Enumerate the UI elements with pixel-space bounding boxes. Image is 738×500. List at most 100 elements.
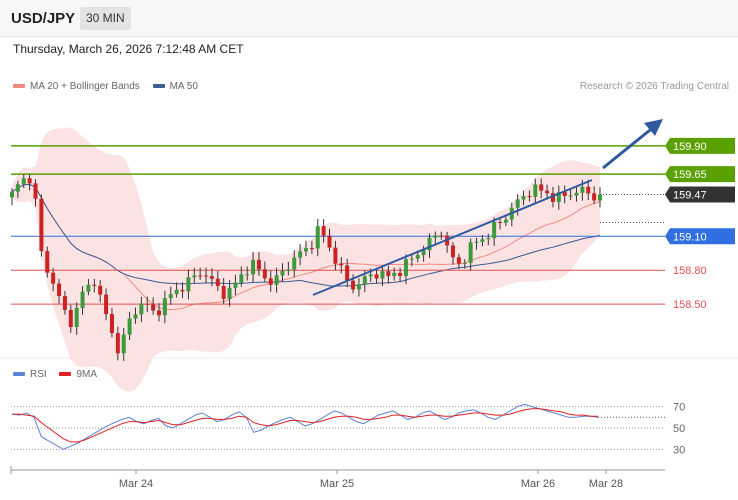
rsi-tick-label: 30 xyxy=(673,444,685,456)
candle xyxy=(115,326,120,361)
legend-rsi-label: RSI xyxy=(30,369,47,380)
candle xyxy=(398,267,403,282)
chart-header: USD/JPY 30 MIN xyxy=(0,0,738,37)
candle-body xyxy=(386,271,391,277)
candle-body xyxy=(68,310,73,328)
candle xyxy=(151,297,156,315)
candle xyxy=(451,241,455,265)
legend-rsi-ma-swatch xyxy=(59,372,72,377)
level-label: 158.80 xyxy=(673,265,707,277)
candle-body xyxy=(550,193,555,202)
price-legend: MA 20 + Bollinger Bands MA 50 xyxy=(13,81,208,92)
projection-arrow-shaft xyxy=(602,128,651,170)
candle-body xyxy=(45,251,50,273)
uptrend-line xyxy=(312,179,593,296)
candle-body xyxy=(409,258,414,260)
candle-body xyxy=(256,259,261,270)
candle xyxy=(433,231,438,244)
candle-body xyxy=(556,191,561,202)
candle xyxy=(133,307,138,324)
level-label: 159.65 xyxy=(673,169,707,181)
candle xyxy=(92,278,97,293)
candle-body xyxy=(492,221,497,239)
candle xyxy=(51,267,56,292)
candle xyxy=(533,178,538,205)
candle-body xyxy=(209,276,214,279)
candle xyxy=(321,219,326,243)
candle xyxy=(427,233,432,258)
candle-body xyxy=(215,278,220,286)
candle xyxy=(209,268,214,287)
legend-rsi-swatch xyxy=(13,372,25,377)
candle-body xyxy=(280,270,285,276)
x-axis-label: Mar 28 xyxy=(589,478,623,490)
level-badge xyxy=(665,186,735,203)
candle-body xyxy=(374,274,379,279)
candle-body xyxy=(521,196,526,200)
candle-body xyxy=(62,296,67,311)
candle xyxy=(98,279,103,303)
candle xyxy=(327,228,332,252)
bollinger-band xyxy=(12,127,600,392)
candle xyxy=(45,246,50,278)
rsi-line xyxy=(11,403,599,450)
candle-body xyxy=(539,184,544,191)
candle xyxy=(15,180,20,199)
candle-body xyxy=(392,272,397,277)
candle xyxy=(256,252,261,276)
candle xyxy=(339,257,344,274)
candle-body xyxy=(33,183,38,199)
candle-body xyxy=(27,178,32,184)
candle xyxy=(409,253,414,267)
candle-body xyxy=(592,193,597,201)
level-pivot-3: 159.10 xyxy=(11,228,735,245)
candle-body xyxy=(333,247,338,264)
candle-body xyxy=(39,198,44,252)
candle-body xyxy=(10,191,14,198)
candle-body xyxy=(233,282,238,288)
legend-ma50: MA 50 xyxy=(152,81,198,92)
candle xyxy=(286,261,291,276)
level-badge xyxy=(665,228,735,245)
candle-body xyxy=(98,285,103,295)
timeframe-button[interactable]: 30 MIN xyxy=(80,7,131,30)
candle xyxy=(568,188,573,201)
rsi-ma-line xyxy=(12,408,598,443)
candle xyxy=(39,194,44,257)
candle-body xyxy=(415,255,420,259)
legend-ma20-label: MA 20 + Bollinger Bands xyxy=(30,81,140,92)
candle-body xyxy=(127,318,132,335)
candle xyxy=(592,186,597,205)
trendline-layer xyxy=(312,119,663,296)
legend-ma50-swatch xyxy=(152,84,165,89)
candle-body xyxy=(80,291,85,308)
candle-body xyxy=(345,265,350,281)
candle-body xyxy=(321,226,326,236)
candle xyxy=(309,240,314,255)
candle xyxy=(121,328,126,361)
candle xyxy=(21,174,26,189)
candle xyxy=(262,261,267,283)
candle-body xyxy=(104,294,109,315)
candles-layer xyxy=(10,174,602,361)
candle-body xyxy=(398,272,403,277)
candle-body xyxy=(204,275,209,277)
candle-body xyxy=(527,196,532,198)
candle xyxy=(539,178,544,199)
level-support-5: 158.50 xyxy=(11,299,707,311)
candle-body xyxy=(292,257,297,270)
price-levels-layer: 159.90 159.65 159.47 159.10 158.80 158.50 xyxy=(11,137,735,311)
candle xyxy=(127,311,132,340)
candle-body xyxy=(245,274,250,276)
candle xyxy=(198,267,203,280)
legend-ma20-swatch xyxy=(13,84,25,89)
candle xyxy=(521,190,526,206)
x-axis-label: Mar 25 xyxy=(320,478,354,490)
candle xyxy=(356,278,361,297)
candle-body xyxy=(251,259,256,275)
candle-body xyxy=(121,334,126,354)
candle xyxy=(380,265,385,287)
candle xyxy=(304,240,308,257)
candle-body xyxy=(545,190,550,194)
candle xyxy=(333,240,338,271)
